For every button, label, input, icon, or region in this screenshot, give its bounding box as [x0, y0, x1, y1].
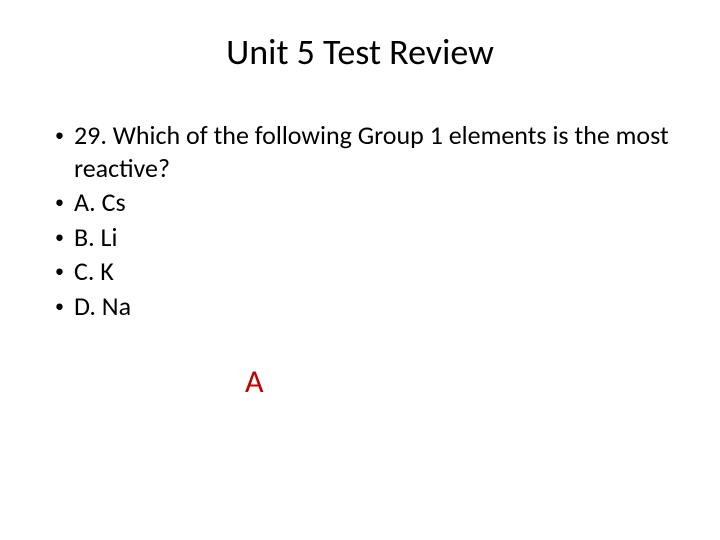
bullet-text: D. Na — [74, 290, 675, 323]
bullet-marker-icon: • — [55, 186, 64, 218]
bullet-text: B. Li — [74, 221, 675, 254]
slide-content: • 29. Which of the following Group 1 ele… — [45, 119, 675, 401]
slide-title: Unit 5 Test Review — [45, 30, 675, 74]
bullet-marker-icon: • — [55, 290, 64, 322]
slide-container: Unit 5 Test Review • 29. Which of the fo… — [0, 0, 720, 540]
bullet-question: • 29. Which of the following Group 1 ele… — [55, 119, 675, 184]
bullet-text: 29. Which of the following Group 1 eleme… — [74, 119, 675, 184]
bullet-text: C. K — [74, 255, 675, 288]
bullet-marker-icon: • — [55, 119, 64, 151]
bullet-marker-icon: • — [55, 221, 64, 253]
bullet-marker-icon: • — [55, 255, 64, 287]
bullet-option-d: • D. Na — [55, 290, 675, 323]
bullet-text: A. Cs — [74, 186, 675, 219]
bullet-option-a: • A. Cs — [55, 186, 675, 219]
bullet-option-c: • C. K — [55, 255, 675, 288]
bullet-option-b: • B. Li — [55, 221, 675, 254]
answer-text: A — [245, 362, 675, 401]
